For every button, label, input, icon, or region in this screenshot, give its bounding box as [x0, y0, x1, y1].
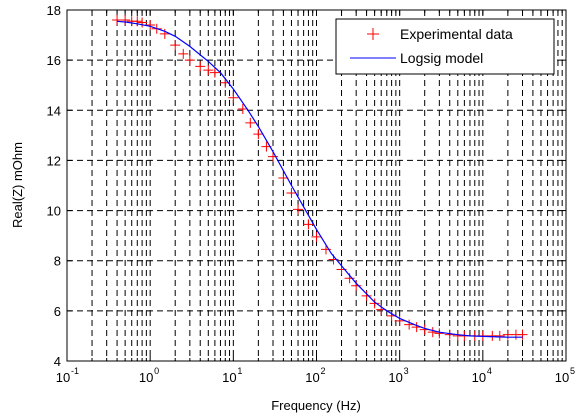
legend-box — [335, 18, 555, 75]
x-tick-exponent: 2 — [321, 366, 326, 376]
data-series — [112, 15, 528, 341]
data-point-marker — [434, 328, 445, 339]
data-point-marker — [237, 104, 248, 115]
y-tick-label: 8 — [54, 254, 61, 269]
y-tick-label: 14 — [47, 103, 61, 118]
plot-frame — [66, 9, 567, 362]
data-point-marker — [228, 92, 239, 103]
x-tick-label: 10 — [56, 370, 70, 385]
grid-lines — [67, 10, 566, 361]
x-tick-label: 10 — [222, 370, 236, 385]
y-tick-label: 16 — [47, 53, 61, 68]
data-point-marker — [427, 327, 438, 338]
x-tick-exponent: -1 — [71, 366, 79, 376]
data-point-marker — [159, 28, 170, 39]
y-tick-label: 12 — [47, 153, 61, 168]
data-point-marker — [203, 65, 214, 76]
data-point-marker — [195, 61, 206, 72]
x-tick-label: 10 — [472, 370, 486, 385]
legend-label-experimental: Experimental data — [400, 26, 513, 42]
y-axis-label: Real(Z) mOhm — [10, 142, 25, 228]
data-point-marker — [178, 48, 189, 59]
data-point-marker — [293, 204, 304, 215]
data-point-marker — [253, 129, 264, 140]
data-point-marker — [303, 219, 314, 230]
y-tick-labels: 4 6 8 10 12 14 16 18 — [47, 3, 61, 369]
x-tick-exponent: 0 — [154, 366, 159, 376]
y-tick-label: 18 — [47, 3, 61, 18]
data-point-marker — [245, 117, 256, 128]
legend: Experimental data Logsig model — [335, 18, 555, 75]
x-tick-labels: 10 -1 10 0 10 1 10 2 10 3 10 4 10 5 — [56, 366, 575, 385]
x-axis-label: Frequency (Hz) — [271, 398, 361, 413]
data-point-marker — [311, 231, 322, 242]
data-point-marker — [184, 55, 195, 66]
data-point-marker — [444, 329, 455, 340]
data-point-marker — [394, 315, 405, 326]
x-tick-exponent: 4 — [487, 366, 492, 376]
x-tick-label: 10 — [555, 370, 569, 385]
x-tick-exponent: 1 — [237, 366, 242, 376]
data-point-marker — [369, 298, 380, 309]
data-point-marker — [494, 330, 505, 341]
x-tick-label: 10 — [388, 370, 402, 385]
x-tick-label: 10 — [305, 370, 319, 385]
data-point-marker — [170, 40, 181, 51]
y-tick-label: 6 — [54, 304, 61, 319]
data-point-marker — [404, 319, 415, 330]
data-point-marker — [132, 16, 143, 27]
legend-marker-experimental — [367, 28, 379, 40]
model-curve-line — [117, 20, 523, 338]
x-tick-exponent: 3 — [404, 366, 409, 376]
x-tick-label: 10 — [139, 370, 153, 385]
data-point-marker — [120, 15, 131, 26]
x-tick-exponent: 5 — [570, 366, 575, 376]
legend-label-model: Logsig model — [400, 50, 483, 66]
y-tick-label: 4 — [54, 354, 61, 369]
y-tick-label: 10 — [47, 204, 61, 219]
data-point-marker — [286, 188, 297, 199]
data-point-marker — [517, 329, 528, 340]
data-point-marker — [361, 290, 372, 301]
data-point-marker — [137, 17, 148, 28]
data-point-marker — [209, 67, 220, 78]
